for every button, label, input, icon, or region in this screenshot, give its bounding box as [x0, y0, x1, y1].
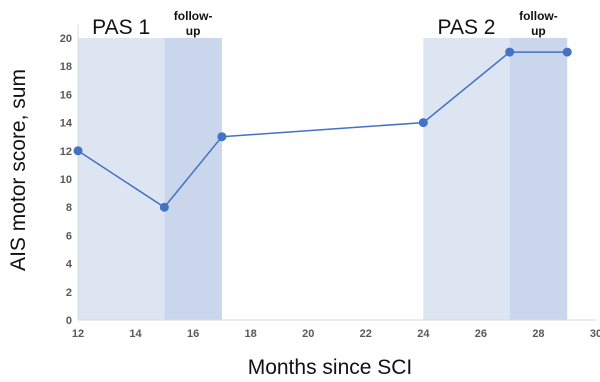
phase-region-3	[509, 38, 568, 320]
x-tick-label: 16	[187, 328, 199, 340]
followup-label-line1: follow-	[174, 9, 213, 23]
y-tick-label: 0	[66, 315, 72, 327]
data-point	[217, 132, 227, 142]
axes	[77, 24, 596, 321]
x-tick-label: 18	[245, 328, 257, 340]
x-tick-label: 30	[590, 328, 600, 340]
y-tick-label: 8	[66, 202, 72, 214]
y-tick-label: 2	[66, 287, 72, 299]
y-tick-label: 10	[60, 174, 72, 186]
series-line	[77, 51, 568, 209]
y-tick-label: 4	[66, 259, 73, 271]
data-points	[73, 47, 572, 212]
x-tick-label: 12	[72, 328, 84, 340]
phase-regions	[78, 38, 568, 320]
followup-label-line1: follow-	[519, 9, 558, 23]
x-tick-label: 26	[475, 328, 487, 340]
followup-label-line2: up	[186, 24, 201, 38]
y-tick-label: 18	[60, 61, 72, 73]
y-tick-label: 16	[60, 89, 72, 101]
data-point	[159, 202, 169, 212]
y-axis-title: AIS motor score, sum	[7, 69, 30, 271]
phase-label: PAS 2	[438, 16, 496, 39]
phase-label: PAS 1	[92, 16, 150, 39]
data-point	[505, 47, 515, 57]
x-tick-label: 20	[302, 328, 314, 340]
x-tick-label: 14	[129, 328, 142, 340]
data-point	[73, 146, 83, 156]
y-tick-label: 6	[66, 230, 72, 242]
phase-region-1	[164, 38, 222, 320]
y-tick-label: 12	[60, 146, 72, 158]
data-point	[418, 118, 428, 128]
y-tick-label: 14	[60, 118, 73, 130]
data-point	[562, 47, 572, 57]
x-tick-label: 24	[417, 328, 430, 340]
followup-label-line2: up	[531, 24, 546, 38]
series-line-0	[77, 51, 568, 209]
phase-labels: PAS 1 follow-up PAS 2 follow-up	[92, 9, 558, 39]
y-tick-label: 20	[60, 33, 72, 45]
phase-region-2	[423, 38, 510, 320]
x-tick-label: 22	[360, 328, 372, 340]
x-tick-label: 28	[532, 328, 544, 340]
x-axis-title: Months since SCI	[248, 356, 413, 379]
